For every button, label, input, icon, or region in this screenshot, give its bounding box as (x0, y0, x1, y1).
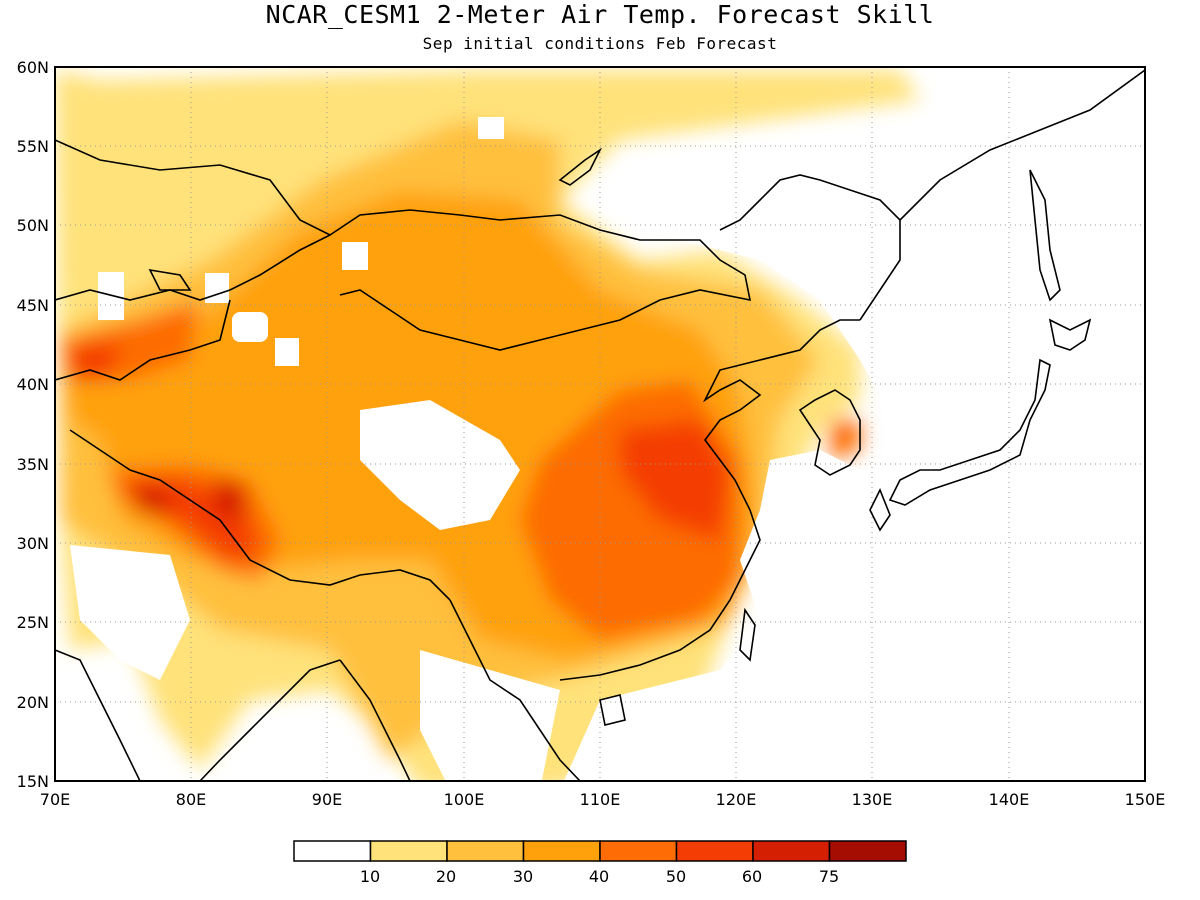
colorbar-labels: 10 20 30 40 50 60 75 (360, 867, 839, 886)
lon-tick-label: 130E (852, 790, 893, 809)
colorbar-label: 40 (589, 867, 609, 886)
lat-tick-label: 15N (17, 772, 49, 791)
lat-tick-labels: 15N 20N 25N 30N 35N 40N 45N 50N 55N 60N (17, 58, 49, 791)
lat-tick-label: 25N (17, 613, 49, 632)
map-frame (54, 66, 1146, 782)
lon-tick-labels: 70E 80E 90E 100E 110E 120E 130E 140E 150… (40, 790, 1166, 809)
colorbar-swatch (752, 840, 831, 862)
colorbar-swatch (446, 840, 525, 862)
colorbar-swatches (293, 840, 907, 862)
colorbar-swatch (369, 840, 448, 862)
lat-tick-label: 55N (17, 137, 49, 156)
colorbar-label: 10 (360, 867, 380, 886)
low-skill-holes (70, 117, 560, 781)
colorbar-label: 30 (513, 867, 533, 886)
lat-tick-label: 45N (17, 296, 49, 315)
lat-tick-label: 60N (17, 58, 49, 77)
colorbar: 10 20 30 40 50 60 75 (293, 840, 907, 886)
lat-tick-label: 50N (17, 216, 49, 235)
skill-region-50-60 (620, 420, 730, 540)
lon-tick-label: 70E (40, 790, 70, 809)
lon-tick-label: 110E (580, 790, 621, 809)
skill-region-60-75-b (215, 478, 245, 520)
map-title: NCAR_CESM1 2-Meter Air Temp. Forecast Sk… (265, 0, 935, 29)
lat-tick-label: 35N (17, 455, 49, 474)
colorbar-label: 75 (819, 867, 839, 886)
lon-tick-label: 100E (444, 790, 485, 809)
lat-tick-label: 40N (17, 375, 49, 394)
colorbar-swatch (599, 840, 678, 862)
colorbar-label: 60 (742, 867, 762, 886)
colorbar-swatch (675, 840, 754, 862)
ocean-mask (564, 420, 1145, 781)
colorbar-label: 20 (436, 867, 456, 886)
lat-tick-label: 30N (17, 534, 49, 553)
lat-tick-label: 20N (17, 693, 49, 712)
map-subtitle: Sep initial conditions Feb Forecast (422, 34, 778, 53)
skill-region-50-60-c (70, 340, 120, 380)
coastlines (55, 69, 1145, 781)
lon-tick-label: 150E (1125, 790, 1166, 809)
colorbar-swatch (293, 840, 372, 862)
colorbar-label: 50 (666, 867, 686, 886)
colorbar-swatch (828, 840, 907, 862)
colorbar-swatch (522, 840, 601, 862)
lon-tick-label: 120E (716, 790, 757, 809)
skill-region-60-75 (130, 485, 170, 515)
skill-region-40-50-d (830, 420, 860, 460)
ocean-mask-north (640, 70, 1145, 440)
lon-tick-label: 80E (176, 790, 206, 809)
lon-tick-label: 90E (312, 790, 342, 809)
lon-tick-label: 140E (989, 790, 1030, 809)
